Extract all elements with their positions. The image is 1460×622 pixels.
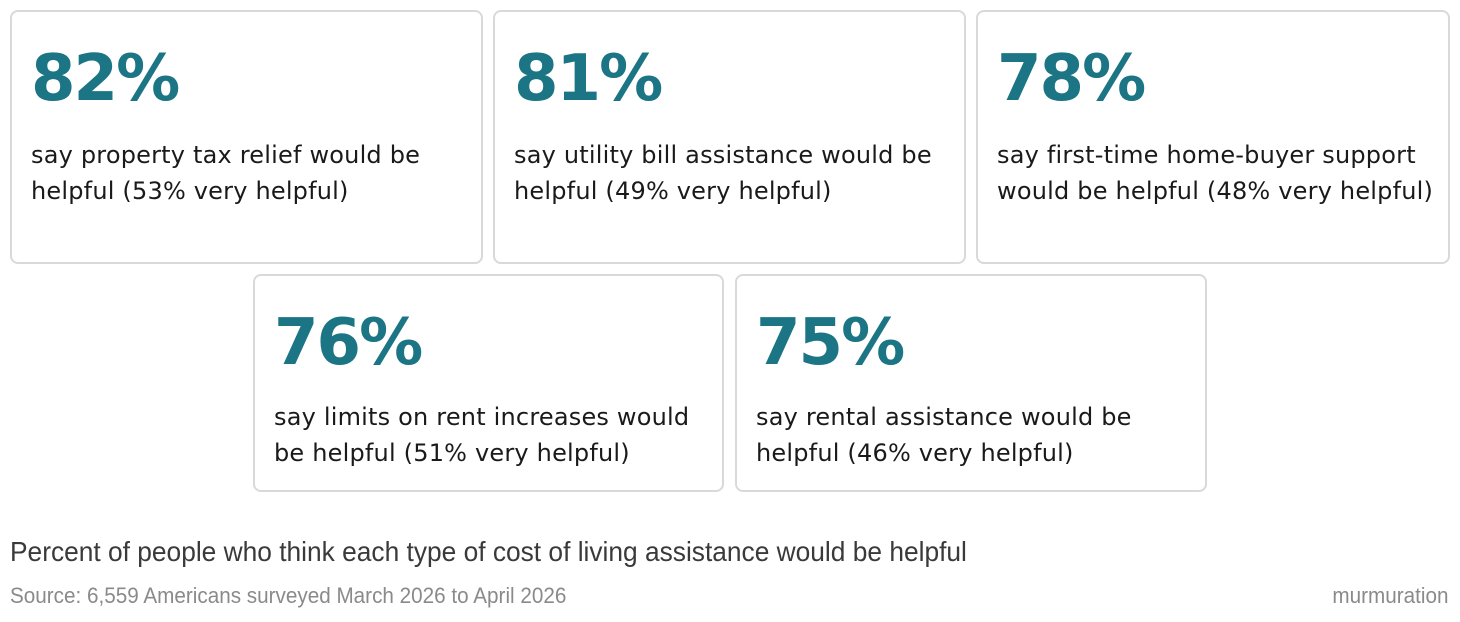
stat-description: say property tax relief would be helpful…	[31, 141, 421, 205]
stat-card-utility-bill: 81% say utility bill assistance would be…	[493, 10, 966, 264]
chart-source: Source: 6,559 Americans surveyed March 2…	[10, 583, 567, 608]
stat-card-home-buyer: 78% say first-time home-buyer support wo…	[976, 10, 1450, 264]
stat-value: 82%	[31, 42, 180, 116]
stat-value: 81%	[514, 42, 663, 116]
stat-value: 76%	[274, 306, 423, 380]
stat-card-rental-assistance: 75% say rental assistance would be helpf…	[735, 274, 1207, 492]
stat-description: say rental assistance would be helpful (…	[756, 403, 1132, 467]
chart-title: Percent of people who think each type of…	[10, 536, 967, 567]
stat-value: 78%	[997, 42, 1146, 116]
stat-value: 75%	[756, 306, 905, 380]
stat-description: say first-time home-buyer support would …	[997, 141, 1434, 205]
stat-description: say limits on rent increases would be he…	[274, 403, 690, 467]
stat-description: say utility bill assistance would be hel…	[514, 141, 932, 205]
brand-credit: murmuration	[1331, 583, 1448, 608]
stat-card-rent-limits: 76% say limits on rent increases would b…	[253, 274, 724, 492]
stat-card-property-tax: 82% say property tax relief would be hel…	[10, 10, 483, 264]
